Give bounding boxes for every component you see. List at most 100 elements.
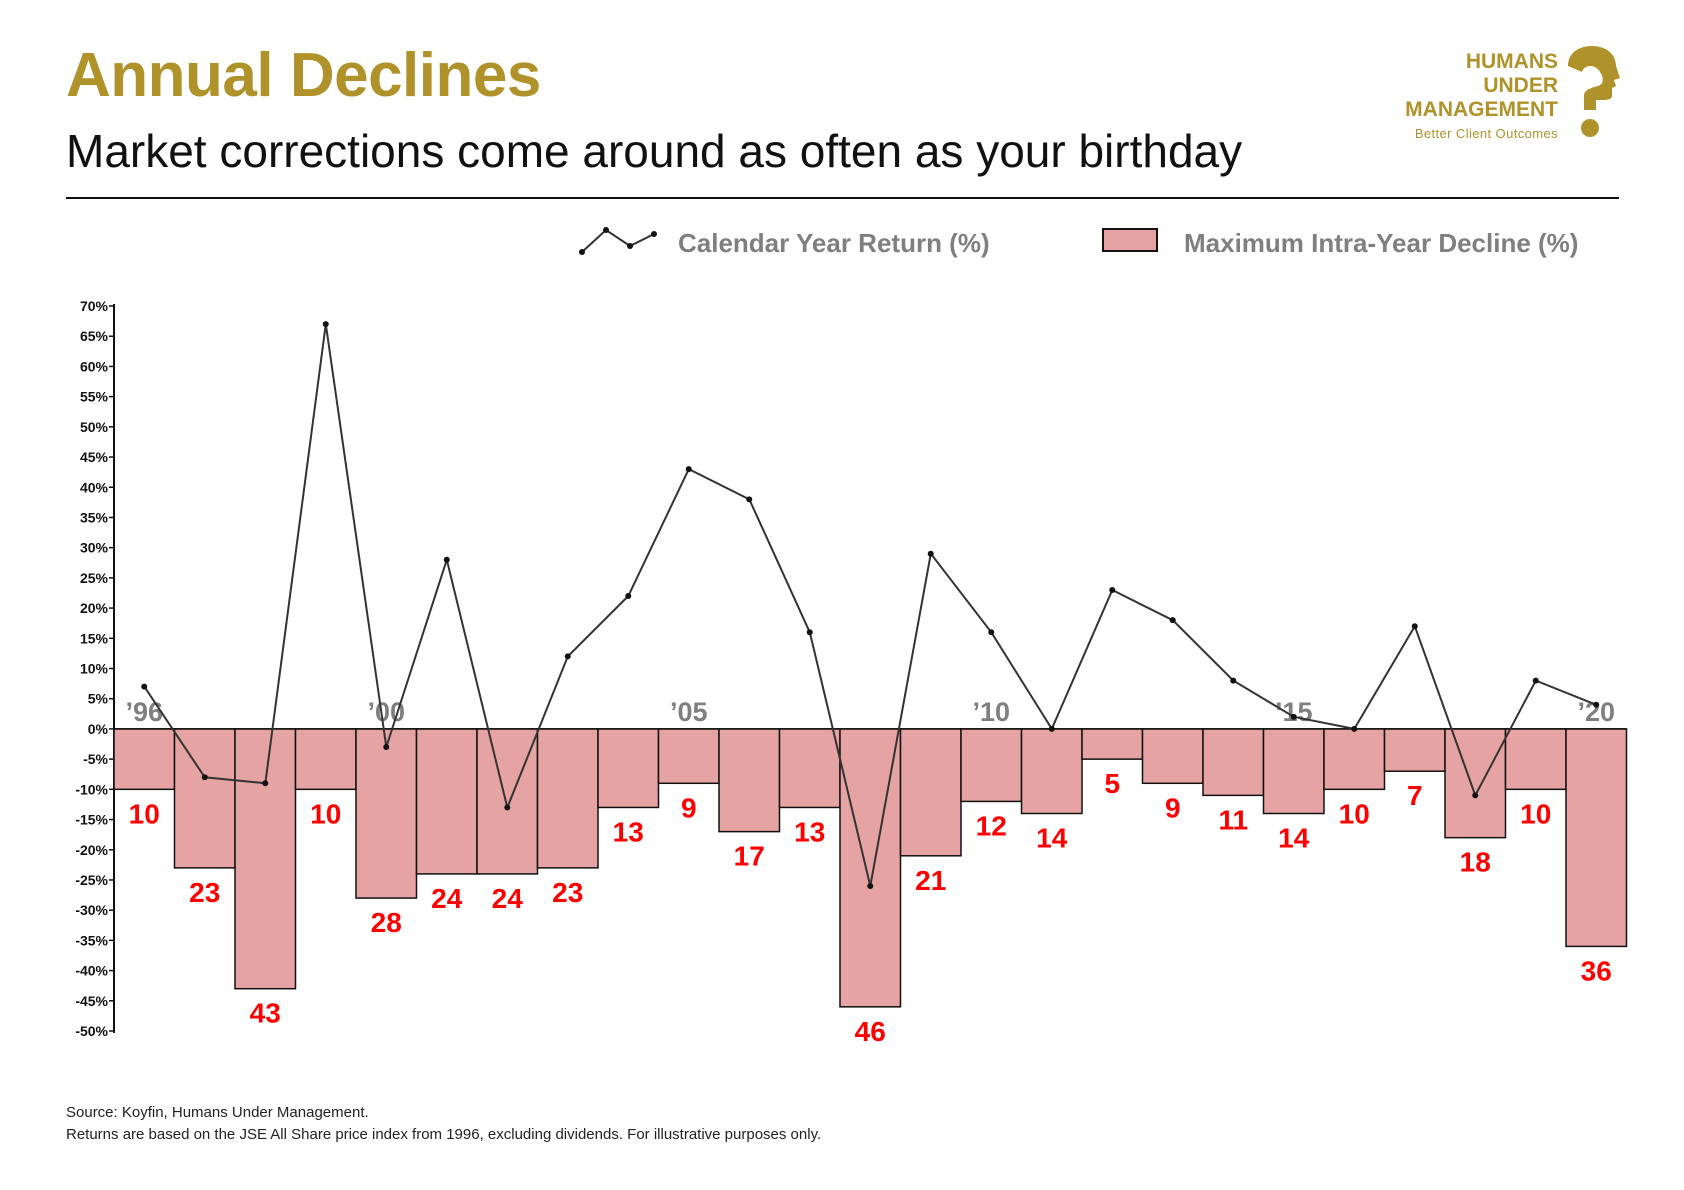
decline-bar-label: 46: [855, 1016, 886, 1047]
decline-bar-label: 10: [1520, 798, 1551, 829]
decline-bar: [113, 728, 176, 791]
decline-bar: [355, 728, 418, 899]
y-tick-label: 70%: [80, 298, 109, 314]
calendar-return-point: [201, 774, 208, 781]
y-tick-label: -35%: [75, 932, 108, 948]
decline-bar: [1444, 728, 1507, 839]
brand-logo: HUMANS UNDER MANAGEMENT Better Client Ou…: [1380, 46, 1620, 156]
x-year-label: ’10: [972, 697, 1010, 727]
calendar-return-point: [1411, 623, 1418, 630]
calendar-return-point: [564, 653, 571, 660]
line-legend-icon: [579, 227, 657, 255]
y-tick-label: 25%: [80, 570, 109, 586]
decline-bar: [1323, 728, 1386, 791]
y-tick-label: 55%: [80, 389, 109, 405]
decline-bar-label: 11: [1218, 804, 1248, 835]
y-tick-label: -25%: [75, 872, 108, 888]
decline-bar: [476, 728, 539, 875]
decline-bar: [173, 728, 236, 869]
y-tick-label: 15%: [80, 630, 109, 646]
logo-line-3: MANAGEMENT: [1405, 98, 1558, 121]
y-tick-label: 10%: [80, 661, 109, 677]
decline-bar: [1081, 728, 1144, 760]
decline-bar: [294, 728, 357, 791]
x-year-label: ’15: [1275, 697, 1313, 727]
decline-bar-label: 18: [1460, 847, 1491, 878]
calendar-return-point: [1169, 617, 1176, 624]
decline-bar: [1383, 728, 1446, 772]
calendar-return-point: [927, 550, 934, 557]
legend-bar-swatch: [1102, 228, 1158, 252]
calendar-return-point: [1351, 725, 1358, 732]
y-tick-label: 50%: [80, 419, 109, 435]
y-tick-label: 45%: [80, 449, 109, 465]
decline-bar-label: 17: [734, 841, 765, 872]
y-tick-label: -20%: [75, 842, 108, 858]
decline-bar-label: 7: [1407, 780, 1423, 811]
y-tick-label: 20%: [80, 600, 109, 616]
y-tick-label: 60%: [80, 358, 109, 374]
decline-bar-label: 23: [189, 877, 220, 908]
decline-bar: [1565, 728, 1628, 948]
calendar-return-point: [262, 780, 269, 787]
decline-bar-label: 13: [613, 816, 644, 847]
decline-bar-label: 10: [310, 798, 341, 829]
x-year-label: ’20: [1577, 697, 1615, 727]
decline-bar: [597, 728, 660, 809]
legend-line-label: Calendar Year Return (%): [678, 228, 990, 258]
calendar-return-point: [988, 629, 995, 636]
decline-bar: [1504, 728, 1567, 791]
y-tick-label: -5%: [83, 751, 108, 767]
y-tick-label: 5%: [88, 691, 109, 707]
footer: Source: Koyfin, Humans Under Management.…: [66, 1102, 821, 1146]
decline-bar: [960, 728, 1023, 803]
decline-bar: [234, 728, 297, 990]
question-mark-head-icon: [1568, 46, 1620, 137]
calendar-return-point: [322, 321, 329, 328]
chart-title: Annual Declines: [66, 41, 541, 110]
decline-bar-label: 9: [681, 792, 697, 823]
y-tick-label: -15%: [75, 812, 108, 828]
y-tick-label: -50%: [75, 1023, 108, 1039]
calendar-return-point: [625, 593, 632, 599]
calendar-return-point: [504, 804, 511, 811]
calendar-return-point: [443, 556, 450, 563]
decline-bar: [1262, 728, 1325, 815]
decline-bar: [1141, 728, 1204, 785]
decline-bar-label: 13: [794, 816, 825, 847]
calendar-return-point: [1048, 725, 1055, 732]
chart-subtitle: Market corrections come around as often …: [66, 125, 1243, 177]
header-divider: [66, 197, 1619, 199]
x-year-label: ’00: [367, 697, 405, 727]
calendar-return-point: [746, 496, 753, 503]
decline-bar-label: 28: [371, 907, 402, 938]
decline-bar-label: 9: [1165, 792, 1181, 823]
y-tick-label: 0%: [88, 721, 109, 737]
y-tick-label: -10%: [75, 781, 108, 797]
decline-bar-label: 14: [1036, 823, 1068, 854]
legend-bar-label: Maximum Intra-Year Decline (%): [1184, 228, 1579, 258]
logo-line-2: UNDER: [1483, 74, 1558, 97]
calendar-return-point: [867, 883, 874, 889]
decline-bar-label: 10: [1339, 798, 1370, 829]
calendar-return-point: [1230, 677, 1237, 684]
decline-bar: [415, 728, 478, 875]
calendar-return-point: [1290, 713, 1297, 720]
calendar-return-point: [383, 744, 390, 751]
decline-bar-label: 36: [1581, 955, 1612, 986]
decline-bar: [718, 728, 781, 833]
footer-note: Returns are based on the JSE All Share p…: [66, 1126, 822, 1143]
x-year-label: ’96: [125, 697, 163, 727]
decline-bar-label: 14: [1278, 823, 1310, 854]
decline-bar-label: 10: [129, 798, 160, 829]
y-tick-label: -45%: [75, 993, 108, 1009]
decline-bar: [536, 728, 599, 869]
logo-line-1: HUMANS: [1465, 50, 1558, 73]
decline-bar-label: 23: [552, 877, 583, 908]
decline-bar-label: 43: [250, 998, 281, 1029]
calendar-return-point: [1532, 677, 1539, 684]
logo-wordmark: HUMANS UNDER MANAGEMENT: [1405, 50, 1558, 122]
decline-bar: [899, 728, 962, 857]
calendar-return-point: [1472, 792, 1479, 799]
